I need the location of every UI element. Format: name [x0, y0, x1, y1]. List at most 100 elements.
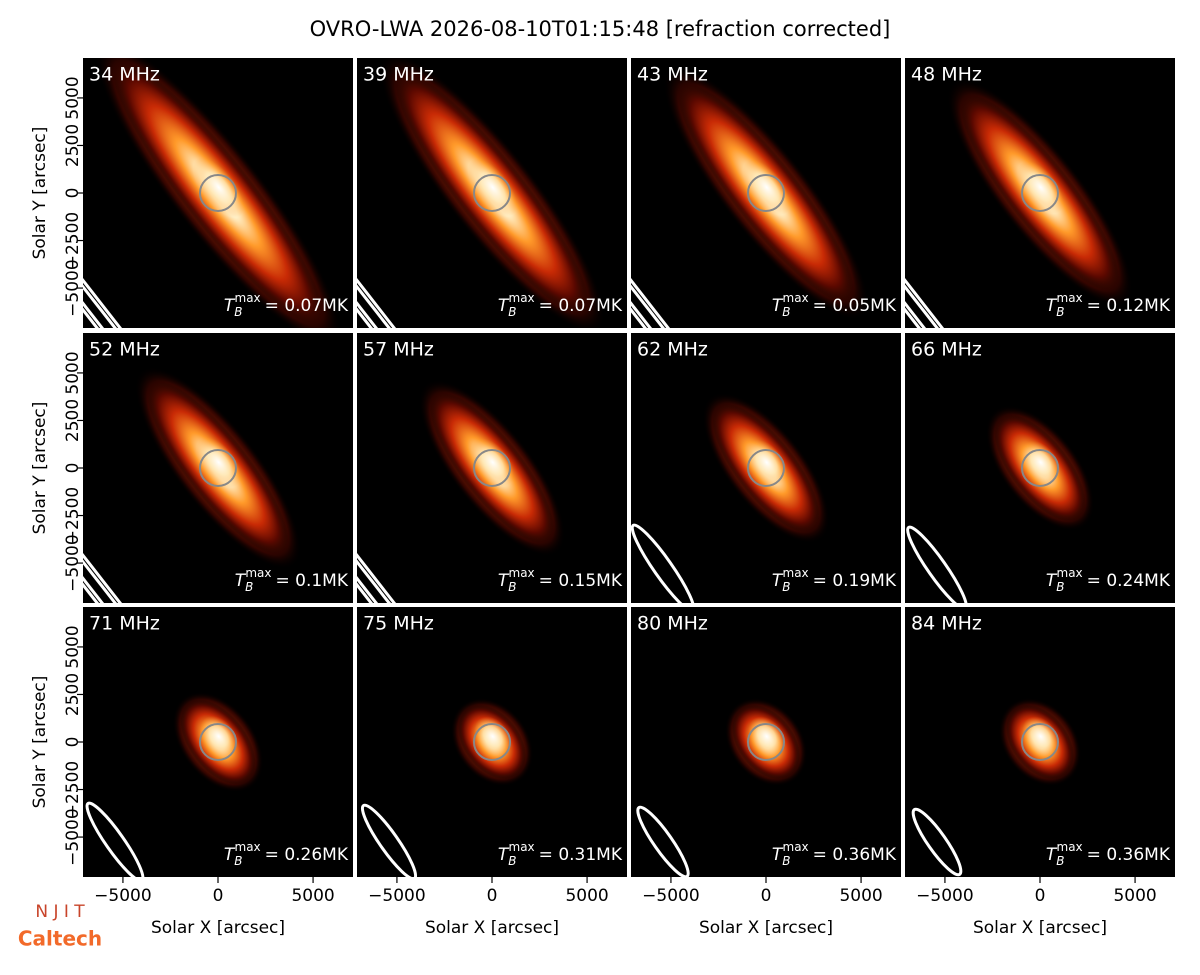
tb-subscript: B: [782, 305, 790, 319]
beam: [83, 443, 212, 603]
x-tick-label: −5000: [916, 886, 974, 906]
tb-subscript: B: [508, 854, 516, 868]
panel: [357, 607, 627, 877]
tb-max-label: TBmax = 0.36MK: [1046, 840, 1171, 868]
x-tick-label: 5000: [565, 886, 608, 906]
tb-symbol: T: [1046, 571, 1058, 591]
solar-limb: [473, 449, 511, 487]
panel: [83, 333, 353, 603]
tb-value: = 0.26MK: [265, 845, 349, 865]
beam: [905, 168, 1034, 328]
frequency-label: 62 MHz: [637, 339, 708, 361]
panel: [357, 333, 627, 603]
beam: [631, 168, 742, 328]
tb-max-label: TBmax = 0.24MK: [1046, 566, 1171, 594]
x-axis-label: Solar X [arcsec]: [425, 918, 559, 938]
tb-subscript: B: [1056, 580, 1064, 594]
solar-limb: [473, 723, 511, 761]
y-axis-label: Solar Y [arcsec]: [30, 127, 50, 260]
tb-superscript: max: [235, 291, 261, 305]
y-tick-label: 5000: [63, 76, 83, 119]
beam: [357, 443, 468, 603]
tb-subscript: B: [234, 305, 242, 319]
logo-njit: N J I T: [35, 902, 85, 922]
x-tick-label: −5000: [368, 886, 426, 906]
emission-core: [742, 159, 791, 215]
y-tick-label: 5000: [63, 351, 83, 394]
beam: [636, 805, 690, 877]
tb-value: = 0.36MK: [1087, 845, 1171, 865]
solar-limb: [473, 174, 511, 212]
tb-superscript: max: [509, 291, 535, 305]
tb-max-label: TBmax = 0.07MK: [224, 291, 349, 319]
frequency-label: 48 MHz: [911, 64, 982, 86]
tb-superscript: max: [783, 291, 809, 305]
tb-max-label: TBmax = 0.12MK: [1046, 291, 1171, 319]
tb-max-label: TBmax = 0.31MK: [498, 840, 623, 868]
emission-core: [471, 438, 514, 487]
tb-value: = 0.19MK: [813, 571, 897, 591]
tb-value: = 0.07MK: [265, 296, 349, 316]
solar-limb: [199, 723, 237, 761]
tb-subscript: B: [782, 580, 790, 594]
tb-max-label: TBmax = 0.15MK: [498, 566, 623, 594]
x-tick-label: 0: [487, 886, 498, 906]
frequency-label: 80 MHz: [637, 613, 708, 635]
beam: [83, 168, 194, 328]
x-tick-label: −5000: [94, 886, 152, 906]
tb-symbol: T: [1046, 845, 1058, 865]
tb-value: = 0.15MK: [539, 571, 623, 591]
x-tick-label: 0: [1035, 886, 1046, 906]
emission-core: [746, 439, 788, 486]
tb-symbol: T: [772, 845, 784, 865]
x-axis-label: Solar X [arcsec]: [699, 918, 833, 938]
tb-symbol: T: [498, 845, 510, 865]
frequency-label: 34 MHz: [89, 64, 160, 86]
beam: [357, 168, 486, 328]
solar-limb: [747, 174, 785, 212]
emission-core: [1017, 161, 1064, 214]
frequency-label: 57 MHz: [363, 339, 434, 361]
panel: [83, 58, 353, 328]
frequency-label: 84 MHz: [911, 613, 982, 635]
x-tick-label: −5000: [642, 886, 700, 906]
x-tick-label: 0: [761, 886, 772, 906]
tb-symbol: T: [772, 571, 784, 591]
frequency-label: 39 MHz: [363, 64, 434, 86]
frequency-label: 43 MHz: [637, 64, 708, 86]
solar-limb: [1021, 723, 1059, 761]
beam: [357, 443, 486, 603]
y-axis-label: Solar Y [arcsec]: [30, 402, 50, 535]
y-tick-label: 2500: [63, 399, 83, 442]
tb-subscript: B: [508, 580, 516, 594]
frequency-label: 71 MHz: [89, 613, 160, 635]
tb-max-label: TBmax = 0.05MK: [772, 291, 897, 319]
beam: [83, 168, 212, 328]
solar-limb: [747, 723, 785, 761]
y-tick-label: 5000: [63, 625, 83, 668]
x-tick-label: 5000: [291, 886, 334, 906]
tb-value: = 0.05MK: [813, 296, 897, 316]
tb-symbol: T: [224, 845, 236, 865]
solar-limb: [1021, 449, 1059, 487]
y-tick-label: −5000: [63, 534, 83, 592]
solar-limb: [1021, 174, 1059, 212]
beam: [631, 523, 696, 603]
y-tick-label: 0: [63, 188, 83, 199]
tb-value: = 0.24MK: [1087, 571, 1171, 591]
tb-superscript: max: [1057, 566, 1083, 580]
panel: [357, 58, 627, 328]
tb-max-label: TBmax = 0.07MK: [498, 291, 623, 319]
tb-symbol: T: [235, 571, 247, 591]
tb-symbol: T: [498, 571, 510, 591]
panel: [631, 333, 901, 603]
tb-max-label: TBmax = 0.1MK: [235, 566, 349, 594]
emission-core: [193, 157, 245, 218]
tb-subscript: B: [508, 305, 516, 319]
frequency-label: 66 MHz: [911, 339, 982, 361]
beam: [83, 443, 194, 603]
frequency-label: 52 MHz: [89, 339, 160, 361]
beam: [911, 807, 963, 877]
tb-max-label: TBmax = 0.36MK: [772, 840, 897, 868]
